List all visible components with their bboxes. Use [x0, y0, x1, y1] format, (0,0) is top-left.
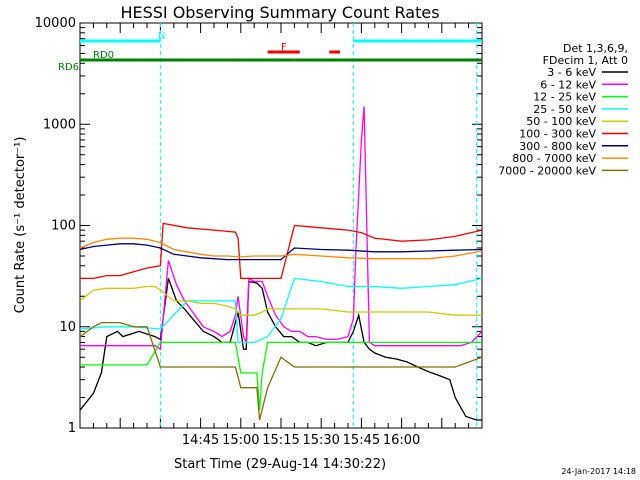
legend-label: 50 - 100 keV: [526, 115, 596, 128]
legend-label: 12 - 25 keV: [533, 91, 596, 104]
y-tick-label: 10: [59, 320, 76, 335]
y-tick-label: 1000: [43, 117, 76, 132]
flag-side-label: RD6: [58, 62, 79, 73]
series-line: [80, 222, 483, 280]
legend-label: 7000 - 20000 keV: [498, 164, 596, 177]
y-tick-label: 1: [68, 421, 76, 436]
series-line: [79, 278, 482, 421]
legend-label: 3 - 6 keV: [547, 66, 596, 79]
legend-header-1: Det 1,3,6,9,: [563, 42, 628, 55]
legend-header-2: FDecim 1, Att 0: [543, 54, 628, 67]
series-line: [79, 321, 483, 421]
series-line: [79, 285, 482, 316]
x-tick-label: 16:00: [383, 433, 420, 448]
axis-ticks: 1 10 100 1000 10000 14:45 15:00 15:15 15:30 15:45…: [35, 16, 483, 448]
y-axis-label: Count Rate (s⁻¹ detector⁻¹): [13, 137, 28, 314]
vertical-markers: [159, 23, 478, 428]
legend-label: 25 - 50 keV: [533, 103, 596, 116]
legend-label: 300 - 800 keV: [519, 140, 596, 153]
y-tick-label: 10000: [35, 16, 76, 31]
series-line: [80, 106, 483, 351]
flag-bar-label: F: [281, 42, 287, 53]
legend-label: 6 - 12 keV: [540, 78, 596, 91]
footer-timestamp: 24-Jan-2017 14:18: [561, 467, 636, 476]
y-tick-label: 100: [51, 219, 76, 234]
x-tick-label: 15:45: [343, 433, 380, 448]
flag-bar-label: RD0: [93, 50, 114, 61]
series-line: [80, 341, 482, 411]
flag-bars: N F RD0: [80, 31, 482, 62]
series-line: [79, 277, 483, 344]
series-line: [79, 237, 483, 260]
x-tick-label: 15:30: [302, 433, 339, 448]
series-group: [79, 106, 483, 421]
x-tick-label: 15:00: [222, 433, 259, 448]
flag-bar-label: N: [158, 31, 165, 42]
x-tick-label: 14:45: [182, 433, 219, 448]
x-axis-label: Start Time (29-Aug-14 14:30:22): [174, 457, 386, 472]
x-tick-label: 15:15: [262, 433, 299, 448]
chart-title: HESSI Observing Summary Count Rates: [120, 3, 439, 22]
series-line: [79, 243, 483, 261]
legend-label: 800 - 7000 keV: [512, 152, 596, 165]
legend-label: 100 - 300 keV: [519, 128, 596, 141]
